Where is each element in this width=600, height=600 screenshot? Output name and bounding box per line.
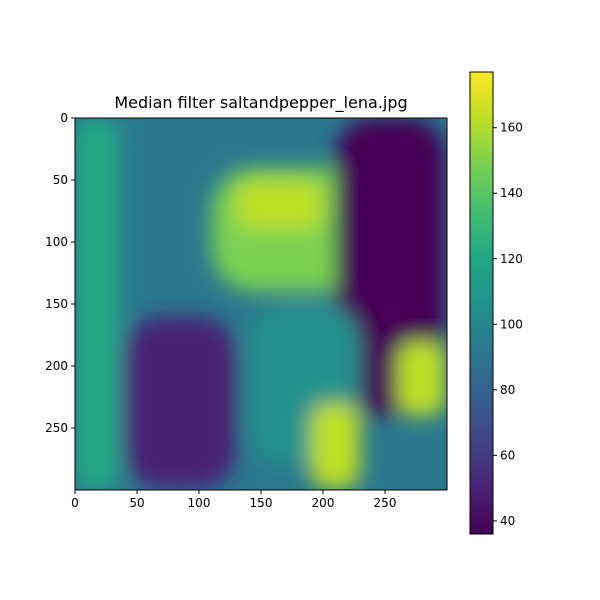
y-tick-label: 250 <box>45 421 68 435</box>
y-tick-label: 50 <box>53 173 68 187</box>
x-tick-label: 150 <box>250 496 273 510</box>
colorbar-tick-label: 140 <box>500 186 523 200</box>
heatmap-region-7 <box>397 341 446 416</box>
x-tick-label: 250 <box>374 496 397 510</box>
heatmap-region-3 <box>236 180 323 230</box>
y-tick-label: 100 <box>45 235 68 249</box>
heatmap-image <box>75 118 447 490</box>
x-tick-label: 0 <box>71 496 79 510</box>
x-tick-label: 200 <box>312 496 335 510</box>
colorbar-tick-label: 120 <box>500 252 523 266</box>
colorbar-tick-label: 100 <box>500 317 523 331</box>
x-axis: 0 50 100 150 200 250 <box>71 490 396 510</box>
x-tick-label: 100 <box>188 496 211 510</box>
y-tick-label: 0 <box>60 111 68 125</box>
heatmap-region-8 <box>310 403 361 489</box>
heatmap-region-1 <box>75 118 119 489</box>
colorbar-tick-label: 160 <box>500 121 523 135</box>
colorbar-tick-label: 40 <box>500 514 515 528</box>
chart-title: Median filter saltandpepper_lena.jpg <box>114 93 407 113</box>
colorbar-tick-label: 80 <box>500 383 515 397</box>
colorbar-ticks: 40 60 80 100 120 140 160 <box>493 121 523 528</box>
heatmap-region-5 <box>124 316 237 489</box>
heatmap-blobs <box>75 118 446 489</box>
colorbar-gradient <box>469 71 494 535</box>
colorbar: 40 60 80 100 120 140 160 <box>469 71 523 535</box>
y-tick-label: 150 <box>45 297 68 311</box>
colorbar-tick-label: 60 <box>500 448 515 462</box>
y-axis: 0 50 100 150 200 250 <box>45 111 75 435</box>
x-tick-label: 50 <box>129 496 144 510</box>
y-tick-label: 200 <box>45 359 68 373</box>
